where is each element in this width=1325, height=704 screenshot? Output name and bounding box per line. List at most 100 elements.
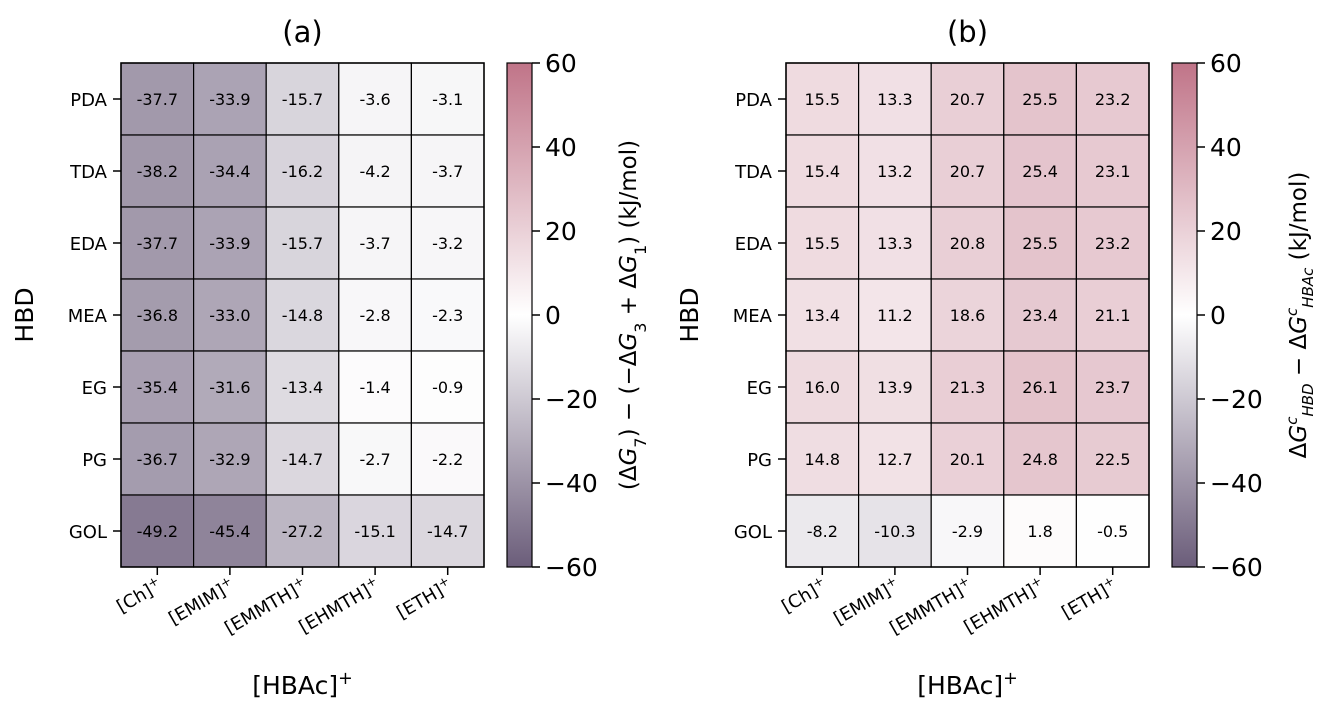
cell-value-label: 23.2 [1095,234,1131,253]
y-tick-label: EDA [70,234,108,255]
heatmap-cell [193,422,267,496]
heatmap-cell [930,134,1005,208]
colorbar-tick-label: −40 [545,469,598,498]
heatmap-cell [1003,62,1077,136]
colorbar [1171,62,1198,568]
cell-value-label: 25.4 [1022,162,1058,181]
heatmap-cell [120,62,195,136]
chart-title: (b) [947,15,988,49]
y-tick-label: GOL [734,522,772,543]
cell-value-label: 13.9 [877,378,913,397]
cell-value-label: 25.5 [1022,234,1058,253]
heatmap-cell [857,422,932,496]
cell-value-label: 23.2 [1095,90,1131,109]
heatmap-cell [857,134,932,208]
heatmap-cell [338,422,412,496]
cell-value-label: -27.2 [282,522,323,541]
heatmap-cell [410,278,485,352]
heatmap-cell [120,494,195,568]
heatmap-cell [1075,494,1150,568]
y-tick-label: EDA [735,234,773,255]
colorbar-label: (ΔG7) − (−ΔG3 + ΔG1) (kJ/mol) [616,140,650,490]
cell-value-label: 15.5 [804,234,840,253]
y-axis-label: HBD [10,287,39,342]
chart-title: (a) [282,15,322,49]
heatmap-cell [265,134,340,208]
heatmap-cell [265,350,340,424]
cell-value-label: -4.2 [359,162,390,181]
y-tick-label: EG [747,378,772,399]
cell-value-label: 21.1 [1095,306,1131,325]
colorbar-label: ΔGcHBD − ΔGcHBAc (kJ/mol) [1283,172,1317,459]
cell-value-label: -2.3 [432,306,463,325]
heatmap-cell [120,350,195,424]
cell-value-label: -35.4 [137,378,178,397]
cell-value-label: -15.7 [282,234,323,253]
cell-value-label: -33.0 [209,306,250,325]
heatmap-cell [857,350,932,424]
heatmap-cell [1003,206,1077,280]
heatmap-cell [193,278,267,352]
heatmap-cell [1075,278,1150,352]
y-tick-label: EG [82,378,107,399]
heatmap-cell [1075,422,1150,496]
cell-value-label: -3.1 [432,90,463,109]
cell-value-label: -2.2 [432,450,463,469]
heatmap-panel-b: 15.5 13.3 20.7 25.5 23.2 15.4 13.2 20.7 25.4 23.1… [675,15,1317,700]
heatmap-cell [930,350,1005,424]
cell-value-label: -15.7 [282,90,323,109]
y-tick-label: GOL [69,522,107,543]
x-tick-label: [EHMTH]+ [294,572,384,638]
colorbar-tick-label: 60 [545,49,577,78]
cell-value-label: 25.5 [1022,90,1058,109]
cell-value-label: 13.3 [877,234,913,253]
y-tick-label: MEA [68,306,108,327]
cell-value-label: -2.9 [952,522,983,541]
y-tick-label: PG [747,450,772,471]
colorbar-tick-label: 20 [545,217,577,246]
heatmap-cell [410,350,485,424]
cell-value-label: 23.7 [1095,378,1131,397]
heatmap-cell [857,494,932,568]
y-tick-label: PDA [70,90,107,111]
cell-value-label: 20.7 [950,90,986,109]
cell-value-label: 23.4 [1022,306,1058,325]
colorbar-tick-label: 60 [1210,49,1242,78]
cell-value-label: 20.7 [950,162,986,181]
colorbar-tick-label: 0 [1210,301,1226,330]
colorbar [506,62,533,568]
heatmap-cell [1003,278,1077,352]
cell-value-label: -13.4 [282,378,323,397]
y-axis-label: HBD [675,287,704,342]
cell-value-label: -15.1 [354,522,395,541]
heatmap-cell [410,134,485,208]
cell-value-label: 11.2 [877,306,913,325]
cell-value-label: 20.8 [950,234,986,253]
colorbar-tick-label: −40 [1210,469,1263,498]
cell-value-label: 13.2 [877,162,913,181]
cell-value-label: -3.6 [359,90,390,109]
heatmap-cell [1003,494,1077,568]
cell-value-label: 22.5 [1095,450,1131,469]
heatmap-cell [1075,134,1150,208]
cell-value-label: 21.3 [950,378,986,397]
cell-value-label: -37.7 [137,90,178,109]
heatmap-cell [857,278,932,352]
y-tick-label: MEA [733,306,773,327]
cell-value-label: -3.7 [432,162,463,181]
y-tick-label: PG [82,450,107,471]
cell-value-label: 15.4 [804,162,840,181]
cell-value-label: -0.9 [432,378,463,397]
heatmap-cell [338,278,412,352]
heatmap-cell [193,62,267,136]
heatmap-cell [265,278,340,352]
cell-value-label: -10.3 [874,522,915,541]
y-tick-label: TDA [69,162,108,183]
x-tick-label: [ETH]+ [1057,572,1122,623]
cell-value-label: -3.7 [359,234,390,253]
cell-value-label: 13.4 [804,306,840,325]
cell-value-label: -45.4 [209,522,250,541]
heatmap-cell [193,350,267,424]
heatmap-cell [1003,422,1077,496]
